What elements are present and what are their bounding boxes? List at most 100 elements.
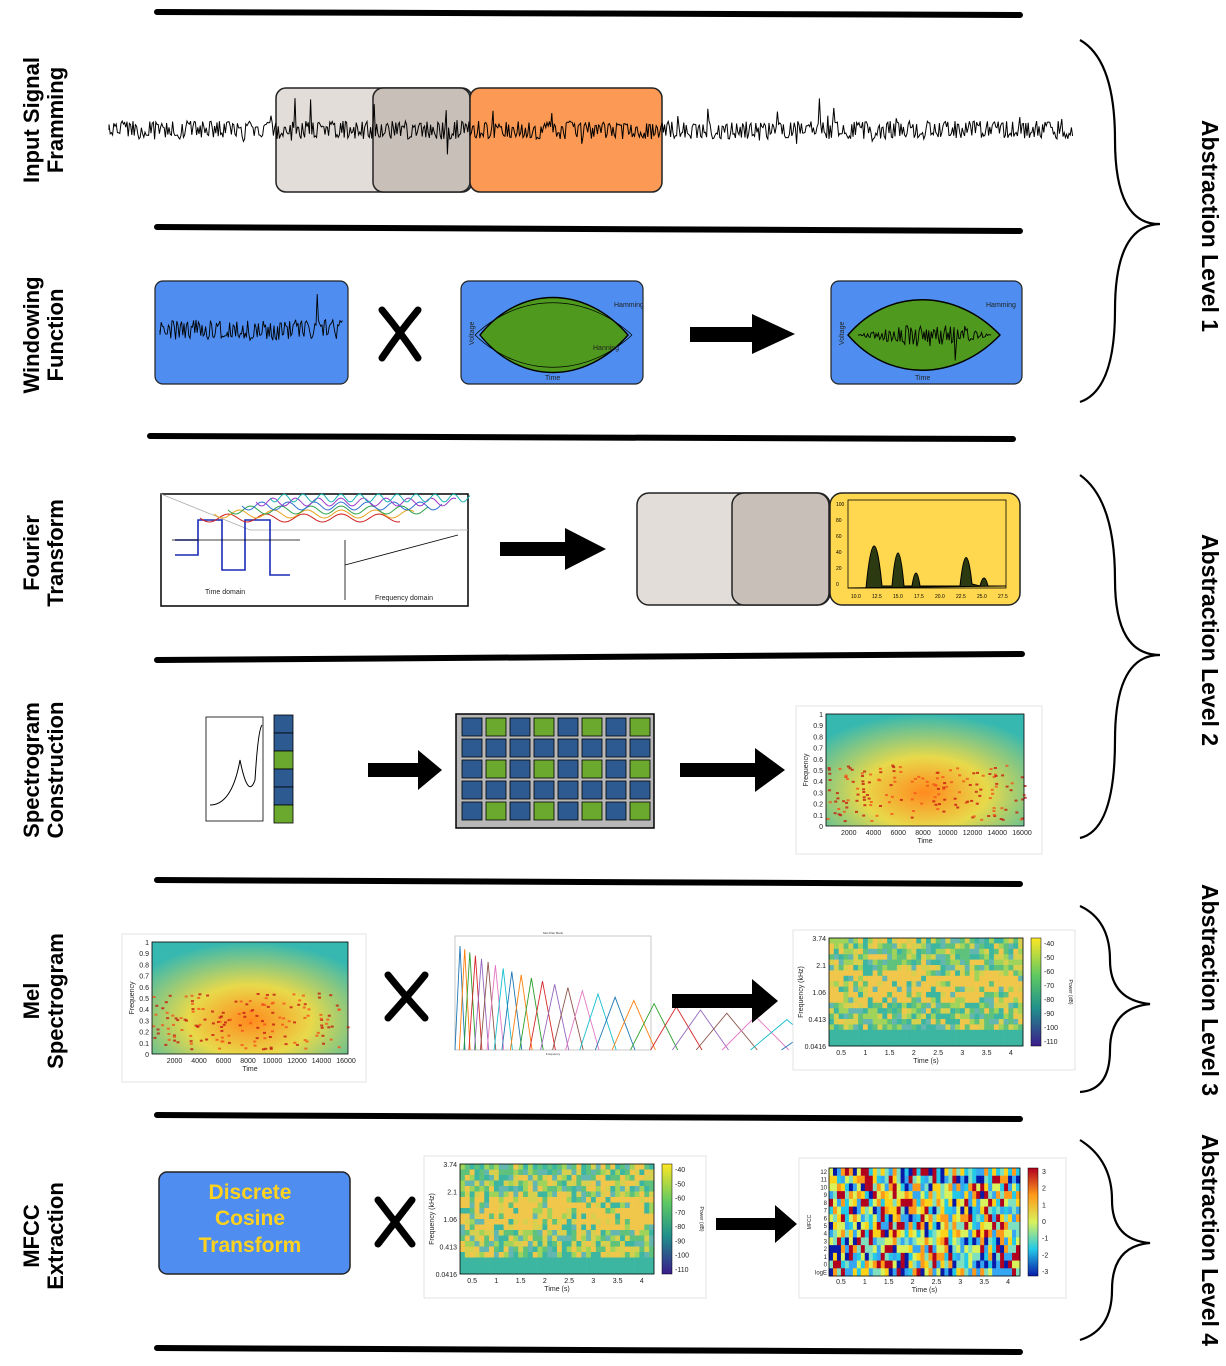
mfcc-cell [908, 1168, 913, 1177]
mfcc-cell [860, 1237, 866, 1246]
mel-cell [610, 1175, 616, 1181]
mfcc-cell [832, 1214, 838, 1223]
mel-cell [945, 1024, 951, 1031]
mfcc-cell [980, 1168, 985, 1177]
mfcc-cell [916, 1252, 921, 1261]
mfcc-cell [844, 1245, 850, 1254]
mfcc-cell [916, 1245, 921, 1254]
mel-cell [833, 959, 839, 966]
mel-cell [479, 1252, 485, 1258]
mel-cell [474, 1175, 480, 1181]
mel-cell [838, 1040, 844, 1047]
spectrogram-cell [284, 1043, 288, 1046]
spectrogram-cell [240, 1029, 244, 1032]
mel-cell [605, 1230, 611, 1236]
mfcc-cell [968, 1222, 973, 1231]
spectrum-xtick: 20.0 [935, 594, 945, 600]
mel-cell [969, 965, 975, 971]
mel-cell [590, 1246, 597, 1253]
grid-cell [509, 780, 531, 800]
mel-cell [921, 1002, 927, 1009]
mfcc-cell [829, 1260, 834, 1269]
spectrum-xtick: 22.5 [956, 594, 966, 600]
spectrogram-ytick: 0.3 [139, 1018, 149, 1025]
mel-cell [474, 1180, 480, 1187]
svg-text:Spectrogram: Spectrogram [43, 933, 68, 1069]
mel-cell [639, 1169, 645, 1176]
mel-cell [595, 1257, 601, 1264]
mel-cell [940, 1002, 946, 1009]
mfcc-cell [856, 1237, 862, 1246]
mel-cell [595, 1169, 601, 1176]
mel-cell [479, 1169, 485, 1176]
mel-cell [935, 954, 941, 960]
mel-cell [547, 1186, 553, 1192]
mel-cell [858, 970, 864, 977]
mel-cell [921, 970, 927, 977]
mel-cell [523, 1191, 529, 1198]
mel-cell [624, 1186, 631, 1192]
mfcc-cell [829, 1229, 834, 1238]
mel-cell [892, 992, 898, 998]
mel-cell [926, 997, 932, 1004]
mfcc-cell [912, 1214, 917, 1223]
mel-cell [639, 1175, 645, 1181]
spectrogram-cell [283, 1035, 287, 1038]
mel-cell [508, 1186, 514, 1192]
mel-cell [527, 1213, 534, 1220]
mfcc-cell [848, 1222, 854, 1231]
mel-cell [959, 986, 966, 993]
mfcc-cell [852, 1191, 858, 1200]
mel-cell [561, 1263, 567, 1269]
mfcc-cell [892, 1168, 897, 1177]
mel-cell [460, 1175, 466, 1181]
mel-cell [993, 981, 1000, 987]
mel-cell [639, 1180, 645, 1187]
mel-cell [557, 1197, 563, 1203]
mel-cell [581, 1241, 587, 1247]
mel-cell [542, 1235, 548, 1242]
mel-cell [610, 1224, 616, 1231]
mfcc-cell [1000, 1222, 1005, 1231]
mel-cell [489, 1224, 495, 1231]
spectrogram-ytick: 1 [819, 712, 823, 719]
mel-cell [829, 1019, 835, 1025]
mfcc-cell [972, 1168, 977, 1177]
mfcc-cell [924, 1206, 929, 1215]
mel-cell [561, 1213, 567, 1220]
mel-cell [1008, 1040, 1014, 1047]
mel-cell [882, 986, 888, 993]
mel-cell [493, 1257, 500, 1264]
mfcc-cell [888, 1214, 893, 1223]
mfcc-cell [852, 1268, 858, 1277]
spectrogram-cell [302, 1006, 306, 1009]
separator-lines [147, 9, 1025, 1355]
mel-cell [892, 975, 898, 982]
mfcc-cell [988, 1191, 993, 1200]
mel-cell [959, 954, 966, 960]
spectrogram-cell [191, 1010, 195, 1013]
mel-cell [649, 1241, 655, 1247]
spectrogram-cell [191, 1002, 195, 1005]
mel-cell [974, 938, 980, 944]
mel-cell [979, 959, 985, 966]
mel-cell [935, 992, 941, 998]
mel-cell [552, 1197, 558, 1203]
plot-area [152, 942, 348, 1054]
mfcc-cell [988, 1237, 993, 1246]
mel-cell [595, 1263, 601, 1269]
mfcc-cell [968, 1245, 973, 1254]
mel-cell [926, 1035, 932, 1041]
mel-cell [566, 1191, 572, 1198]
spectrogram-cell [966, 800, 970, 803]
mel-cell [911, 938, 917, 944]
mel-cell [547, 1224, 553, 1231]
spectrogram-cell [217, 1021, 220, 1023]
grid-cell [485, 738, 507, 758]
mel-cell [527, 1268, 534, 1275]
mel-cell [615, 1219, 621, 1225]
mel-cell [508, 1213, 514, 1220]
mfcc-cell [948, 1237, 953, 1246]
mel-cell [998, 1008, 1004, 1014]
spectrogram-cell [862, 796, 866, 799]
